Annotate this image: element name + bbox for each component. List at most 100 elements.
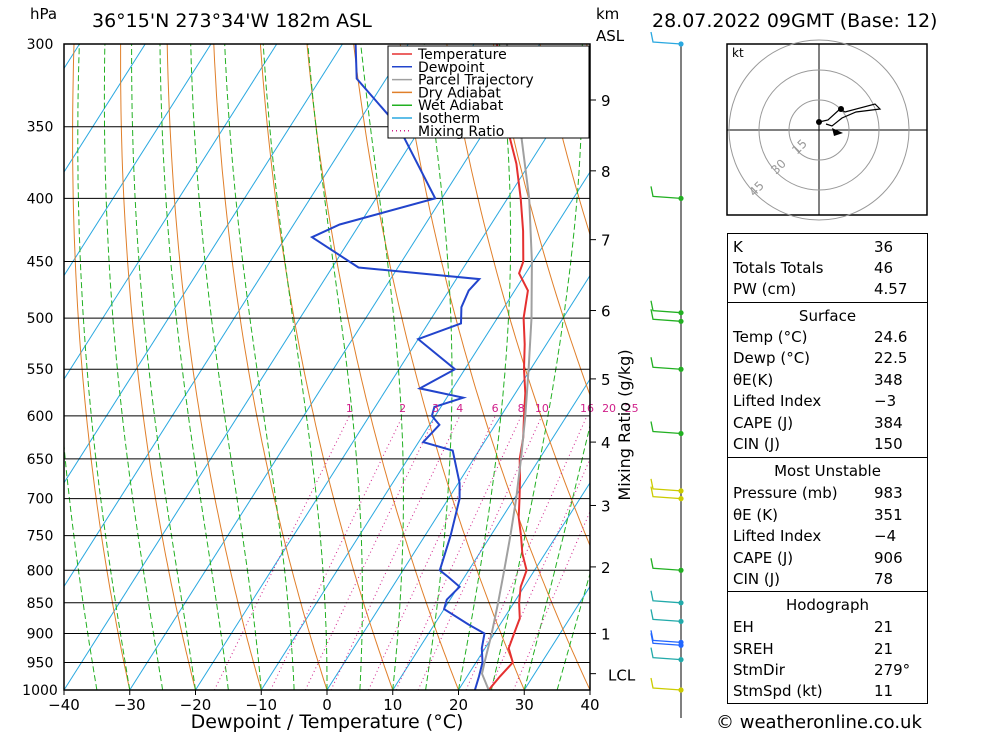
isotherm-line: [129, 44, 541, 690]
mixing-ratio-axis-title: Mixing Ratio (g/kg): [615, 349, 634, 500]
dry-adiabat: [539, 44, 590, 237]
mixing-ratio-line: [270, 415, 404, 690]
surface-row: θE(K) 348: [728, 370, 927, 391]
mixing-ratio-label: 25: [625, 402, 639, 415]
mu-row: Lifted Index −4: [728, 526, 927, 547]
x-tick-label: 30: [515, 696, 534, 714]
km-label: 8: [601, 163, 611, 181]
wind-barb: [650, 186, 682, 200]
isotherm-line: [260, 171, 590, 690]
surface-value: 348: [874, 371, 903, 389]
datetime-title: 28.07.2022 09GMT (Base: 12): [652, 10, 937, 32]
pressure-tick-label: 850: [27, 596, 54, 612]
surface-label: Temp (°C): [733, 328, 808, 346]
hodograph-point: [838, 106, 844, 112]
surface-value: 24.6: [874, 328, 908, 346]
asl-label: ASL: [596, 27, 625, 45]
km-unit: km: [596, 5, 619, 23]
isotherm-line: [195, 67, 590, 690]
index-row-tt: Totals Totals 46: [728, 258, 927, 279]
wind-barb: [650, 590, 682, 604]
x-tick-label: 20: [449, 696, 468, 714]
wind-barb: [650, 486, 682, 500]
km-label: 9: [601, 92, 611, 110]
wind-barb: [650, 633, 682, 646]
surface-row: Lifted Index −3: [728, 391, 927, 412]
wind-barb: [650, 677, 682, 691]
hpa-unit: hPa: [30, 5, 57, 23]
hodo-row: StmDir 279°: [728, 660, 927, 681]
isotherm-line: [64, 44, 146, 173]
wet-adiabat: [523, 423, 590, 690]
most-unstable-table: Most Unstable Pressure (mb) 983 θE (K) 351…: [727, 457, 928, 592]
series-parcel-trajectory: [480, 44, 533, 690]
hodograph-table: Hodograph EH 21 SREH 21 StmDir 279° StmSpd …: [727, 591, 928, 704]
wet-adiabat: [190, 44, 262, 690]
wind-barb: [650, 300, 682, 314]
mixing-ratio-line: [513, 510, 590, 690]
hodo-label: StmDir: [733, 661, 785, 679]
mixing-ratio-label: 4: [456, 402, 463, 415]
pressure-tick-label: 300: [27, 37, 54, 53]
mu-value: 78: [874, 570, 894, 588]
chart-series: [309, 44, 533, 690]
surface-label: Dewp (°C): [733, 349, 811, 367]
mu-value: 983: [874, 484, 903, 502]
surface-title: Surface: [798, 307, 857, 325]
index-row-pw: PW (cm) 4.57: [728, 279, 927, 300]
mu-label: Pressure (mb): [733, 484, 838, 502]
mu-value: 906: [874, 549, 903, 567]
legend-label: Temperature: [417, 47, 507, 63]
hodograph-point: [816, 119, 822, 125]
wind-barb: [650, 309, 682, 322]
mixing-ratio-label: 10: [535, 402, 549, 415]
mixing-ratio-label: 20: [602, 402, 616, 415]
hodograph-ring: [728, 39, 910, 221]
mixing-ratio-label: 8: [518, 402, 525, 415]
mixing-ratio-label: 1: [346, 402, 353, 415]
pressure-tick-label: 650: [27, 452, 54, 468]
dry-adiabat: [353, 44, 525, 690]
dry-adiabat: [492, 44, 590, 397]
x-axis-title: Dewpoint / Temperature (°C): [191, 711, 464, 733]
mu-value: −4: [874, 527, 897, 545]
km-label: 7: [601, 232, 611, 250]
pressure-tick-label: 800: [27, 563, 54, 579]
legend-label: Wet Adiabat: [418, 98, 504, 114]
pressure-tick-label: 450: [27, 255, 54, 271]
index-label: Totals Totals: [733, 259, 824, 277]
mu-label: CAPE (J): [733, 549, 794, 567]
wet-adiabat: [159, 44, 229, 690]
surface-value: 22.5: [874, 349, 908, 367]
wind-dot: [678, 657, 684, 663]
km-label: 4: [601, 434, 611, 452]
mu-row: CAPE (J) 906: [728, 548, 927, 569]
wet-adiabat: [262, 44, 328, 690]
km-label: 1: [601, 625, 611, 643]
hodograph-ring: [758, 69, 880, 191]
surface-row: Dewp (°C) 22.5: [728, 348, 927, 369]
wind-barb: [650, 647, 682, 661]
pressure-tick-label: 550: [27, 362, 54, 378]
mixing-ratio-line: [465, 415, 588, 690]
isotherm-line: [64, 44, 409, 588]
mixing-ratio-line: [489, 457, 590, 690]
legend-label: Mixing Ratio: [418, 124, 504, 140]
hodo-value: 21: [874, 640, 894, 658]
wet-adiabat: [224, 44, 295, 690]
isotherm-line: [64, 44, 278, 381]
surface-value: 384: [874, 414, 903, 432]
mixing-ratio-label: 16: [580, 402, 594, 415]
x-tick-label: 10: [383, 696, 402, 714]
mu-value: 351: [874, 506, 903, 524]
wind-barb: [650, 609, 682, 623]
wet-adiabat: [307, 44, 363, 690]
surface-value: 150: [874, 435, 903, 453]
km-label: 3: [601, 497, 611, 515]
wind-barbs: [650, 31, 684, 718]
km-label: 2: [601, 559, 611, 577]
wet-adiabat: [103, 44, 164, 690]
